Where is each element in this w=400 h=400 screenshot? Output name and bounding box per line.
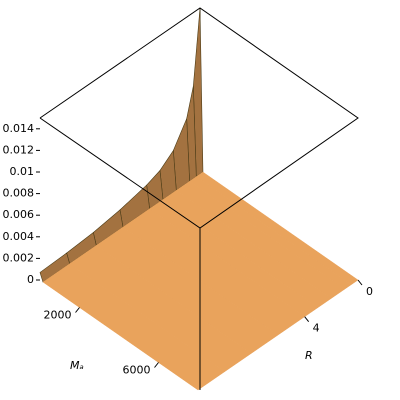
x-tick bbox=[357, 279, 363, 286]
y-tick bbox=[75, 307, 80, 313]
y-tick-label: 2000 bbox=[44, 309, 72, 322]
y-tick bbox=[154, 362, 159, 368]
surface-cell bbox=[42, 263, 226, 391]
surface bbox=[39, 7, 359, 391]
z-tick-label: 0.012 bbox=[3, 143, 35, 156]
y-tick-label: 6000 bbox=[123, 364, 151, 377]
box-front bbox=[39, 7, 359, 390]
z-tick-label: 0.01 bbox=[10, 165, 35, 178]
x-tick-label: 0 bbox=[366, 285, 373, 298]
x-axis-label: R bbox=[305, 349, 313, 362]
z-tick-label: 0 bbox=[27, 273, 34, 286]
x-tick bbox=[304, 316, 310, 322]
x-tick-label: 4 bbox=[313, 322, 320, 335]
z-tick-label: 0.008 bbox=[3, 187, 35, 200]
z-tick-label: 0.006 bbox=[3, 208, 35, 221]
box-edge bbox=[39, 7, 359, 229]
z-tick-label: 0.002 bbox=[3, 251, 35, 264]
y-axis-label: Mₐ bbox=[70, 359, 84, 372]
z-tick-label: 0.014 bbox=[3, 122, 35, 135]
z-tick-label: 0.004 bbox=[3, 230, 35, 243]
